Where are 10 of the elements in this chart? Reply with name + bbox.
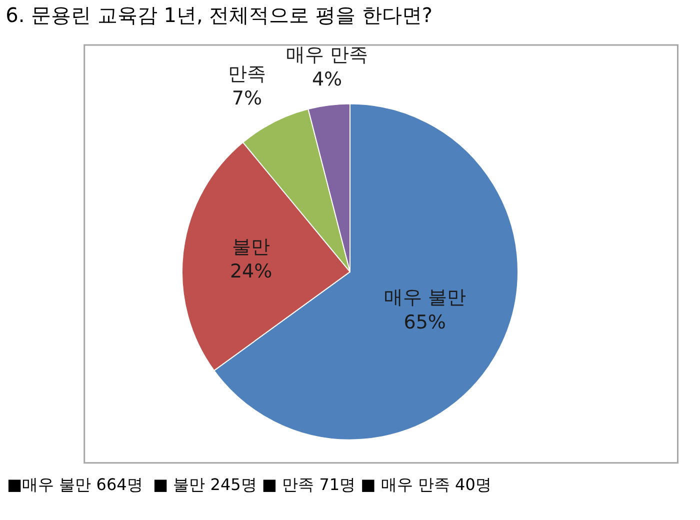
- data-label: 4%: [312, 68, 342, 91]
- data-label: 7%: [232, 88, 262, 110]
- text: ■매우 불만 664명 ■ 불만 245명 ■ 만족 71명 ■ 매우 만족 40명: [7, 475, 492, 494]
- slice-label: 매우 만족: [286, 44, 368, 66]
- chart-title: 6. 문용린 교육감 1년, 전체적으로 평을 한다면?: [6, 2, 433, 27]
- slice-label: 만족: [228, 63, 266, 85]
- data-label: 24%: [230, 260, 272, 283]
- slice-label: 매우 불만: [384, 286, 466, 309]
- slice-label: 불만: [232, 236, 270, 258]
- data-label: 65%: [404, 311, 446, 334]
